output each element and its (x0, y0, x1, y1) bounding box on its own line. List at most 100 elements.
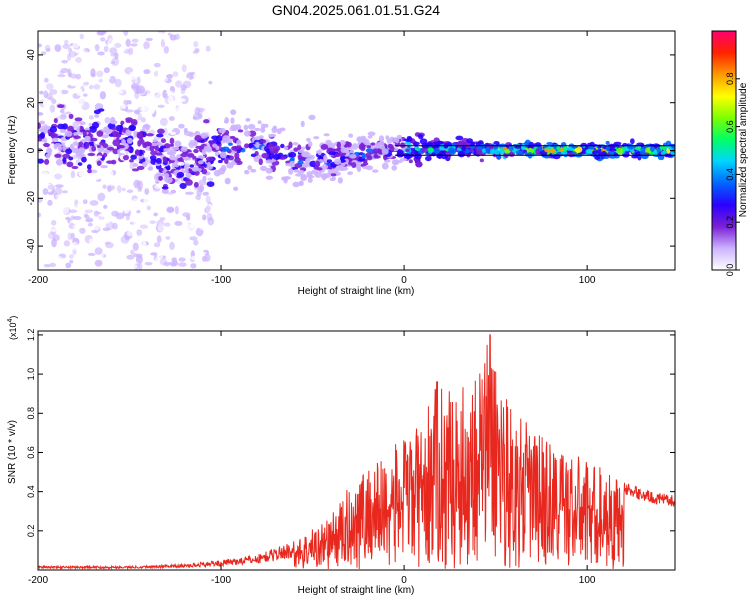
spectrogram-ridge-blob (228, 142, 233, 146)
spectrogram-ridge-blob (52, 134, 59, 139)
spectrogram-ridge-blob (479, 158, 484, 163)
spectrogram-noise-blob (86, 62, 92, 68)
colorbar-tick-label: 0.0 (725, 264, 735, 277)
spectrogram-noise-blob (109, 47, 118, 55)
spectrogram-noise-blob (189, 198, 196, 207)
spectrogram-noise-blob (159, 73, 169, 79)
spectrogram-noise-blob (110, 53, 116, 57)
spectrogram-ridge-blob (285, 163, 293, 167)
spectrogram-noise-blob (184, 266, 190, 270)
spectrogram-noise-blob (115, 251, 125, 261)
spectrogram-noise-blob (193, 55, 200, 59)
spectrogram-ridge-blob (326, 159, 333, 163)
spectrogram-ridge-blob (250, 153, 257, 158)
spectrogram-ridge-blob (183, 127, 188, 134)
spectrogram-ridge-blob (292, 141, 299, 146)
spectrogram-noise-blob (171, 182, 181, 192)
spectrogram-ridge-blob (418, 133, 424, 140)
spectrogram-ridge-blob (305, 137, 311, 142)
spectrogram-noise-blob (153, 242, 161, 248)
spectrogram-ridge-blob (356, 164, 361, 171)
spectrogram-ridge-blob (229, 126, 238, 132)
spectrogram-ridge-blob (250, 168, 257, 173)
spectrogram-noise-blob (59, 248, 68, 252)
spectrogram-noise-blob (174, 220, 183, 226)
spectrogram-noise-blob (46, 206, 52, 213)
spectrogram-ridge-blob (65, 148, 73, 155)
spectrogram-ridge-blob (260, 127, 266, 133)
spectrogram-noise-blob (172, 71, 179, 77)
spectrogram-noise-blob (125, 109, 134, 113)
spectrogram-ridge-blob (367, 131, 376, 136)
spectrogram-noise-blob (165, 236, 171, 240)
spectrogram-ridge-blob (243, 130, 251, 137)
spectrogram-noise-blob (131, 82, 140, 90)
spectrogram-noise-blob (94, 247, 103, 255)
spectrogram-ridge-blob (500, 148, 505, 155)
spectrogram-noise-blob (169, 33, 177, 41)
spectrogram-noise-blob (75, 87, 83, 96)
spectrogram-ridge-blob (562, 145, 568, 153)
spectrogram-ridge-blob (556, 145, 561, 151)
spectrogram-ridge-blob (158, 175, 163, 181)
spectrogram-ridge-blob (79, 121, 86, 126)
spectrogram-noise-blob (75, 203, 82, 211)
spectrogram-ridge-blob (427, 147, 434, 153)
spectrogram-ridge-blob (394, 159, 399, 166)
spectrogram-ridge-blob (258, 158, 263, 166)
spectrogram-noise-blob (175, 80, 183, 88)
spectrogram-noise-blob (67, 47, 73, 53)
spectrogram-ridge-blob (196, 168, 203, 172)
spectrogram-noise-blob (87, 35, 95, 43)
spectrogram-noise-blob (122, 169, 131, 177)
spectrogram-ridge-blob (272, 153, 281, 160)
spectrogram-noise-blob (38, 198, 43, 203)
spectrogram-noise-blob (42, 99, 50, 108)
spectrogram-noise-blob (45, 93, 53, 100)
spectrogram-noise-blob (143, 196, 151, 205)
spectrogram-noise-blob (60, 225, 66, 229)
spectrogram-noise-blob (178, 257, 186, 262)
spectrogram-ridge-blob (374, 155, 381, 159)
spectrogram-ridge-blob (288, 141, 293, 149)
spectrogram-ridge-blob (362, 162, 369, 166)
spectrogram-noise-blob (63, 196, 70, 202)
spectrogram-noise-blob (139, 224, 149, 229)
spectrogram-ridge-blob (671, 143, 675, 149)
spectrogram-ridge-blob (62, 157, 67, 163)
spectrogram-noise-blob (138, 262, 143, 270)
spectrogram-ridge-blob (157, 128, 165, 135)
spectrogram-noise-blob (38, 79, 44, 89)
spectrogram-noise-blob (109, 263, 118, 270)
spectrogram-noise-blob (103, 212, 109, 219)
spectrogram-noise-blob (57, 89, 63, 97)
spectrogram-noise-blob (142, 241, 147, 249)
spectrogram-noise-blob (154, 184, 161, 189)
spectrogram-ridge-blob (85, 142, 90, 149)
spectrogram-ridge-blob (169, 131, 176, 136)
spectrogram-ridge-blob (62, 123, 68, 130)
spectrogram-ridge-blob (297, 160, 304, 165)
spectrogram-ridge-blob (366, 145, 372, 149)
spectrogram-ridge-blob (53, 118, 58, 124)
spectrogram-noise-blob (50, 61, 57, 67)
spectrogram-ridge-blob (142, 161, 148, 168)
spectrogram-noise-blob (198, 251, 207, 256)
spectrogram-ridge-blob (122, 154, 130, 161)
spectrogram-noise-blob (120, 103, 127, 110)
spectrogram-noise-blob (79, 33, 84, 40)
spectrogram-noise-blob (117, 261, 124, 267)
spectrogram-noise-blob (84, 214, 90, 219)
spectrogram-noise-blob (40, 224, 46, 232)
spectrogram-ridge-blob (136, 165, 145, 170)
spectrogram-noise-blob (203, 244, 211, 248)
spectrogram-noise-blob (62, 44, 70, 49)
spectrogram-noise-blob (110, 60, 116, 65)
snr-y-tick-label: 0.8 (26, 407, 36, 420)
spectrogram-noise-blob (68, 209, 78, 214)
spectrogram-ridge-blob (96, 145, 101, 149)
spectrogram-ridge-blob (133, 109, 140, 115)
spectrogram-noise-blob (161, 65, 167, 71)
spectrogram-ridge-blob (206, 161, 211, 167)
spectrogram-noise-blob (174, 205, 179, 215)
